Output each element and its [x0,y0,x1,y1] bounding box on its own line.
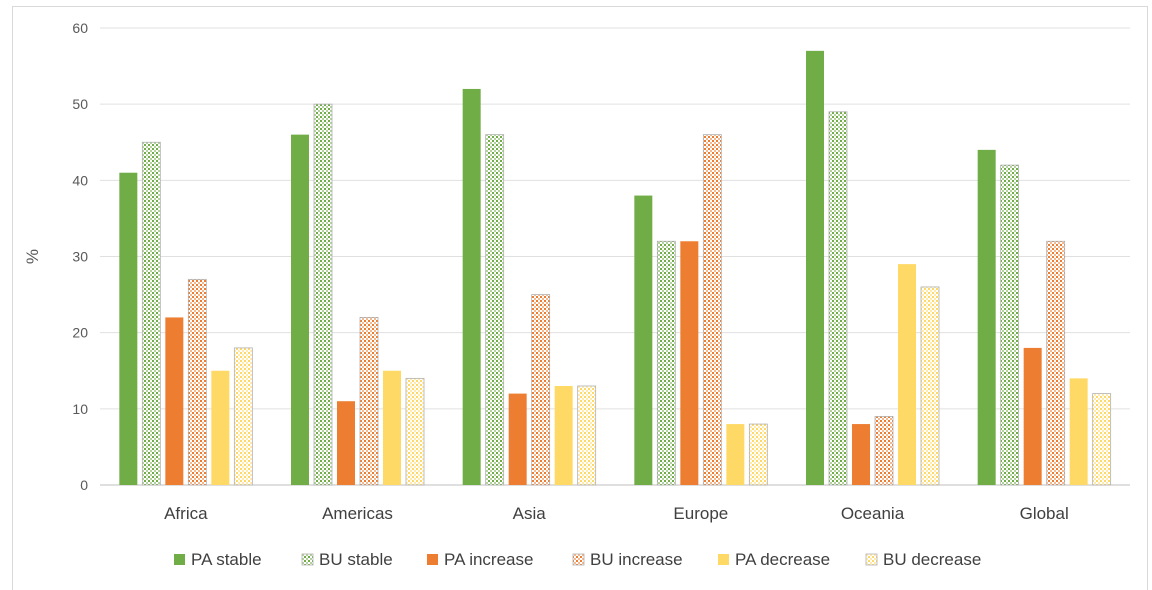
bar-oceania-bu-stable [828,111,848,486]
bar-oceania-bu-increase [874,416,894,486]
bar-americas-bu-stable [313,103,333,486]
y-tick-label: 10 [72,401,88,417]
bar-asia-bu-stable [485,134,505,486]
x-category-label-europe: Europe [673,504,728,523]
legend-swatch-pa-stable [174,554,185,565]
legend-swatch-bu-decrease [865,553,878,566]
legend-swatch-pa-decrease [718,554,729,565]
bar-africa-bu-decrease [233,347,253,486]
legend-label-bu-increase: BU increase [590,550,683,569]
bar-europe-bu-stable [656,240,676,486]
bar-africa-pa-decrease [211,370,230,485]
bar-asia-pa-decrease [554,385,573,485]
bar-oceania-pa-increase [852,424,870,485]
bar-americas-pa-increase [337,401,355,485]
legend-label-pa-stable: PA stable [191,550,262,569]
bar-europe-bu-increase [702,134,722,486]
y-axis-ticks: 0 10 20 30 40 50 60 [72,20,88,493]
bar-africa-bu-stable [141,141,161,486]
bar-asia-pa-increase [508,393,527,485]
bar-oceania-bu-decrease [920,286,940,486]
bar-asia-bu-decrease [577,385,597,486]
chart-frame [12,6,1148,590]
legend-label-pa-increase: PA increase [444,550,533,569]
x-category-label-africa: Africa [164,504,208,523]
bar-africa-pa-stable [119,172,138,485]
bar-global-bu-decrease [1092,393,1112,486]
bar-americas-bu-increase [359,317,379,486]
legend-swatch-bu-increase [572,553,585,566]
bar-global-bu-increase [1046,240,1066,486]
bar-africa-bu-increase [187,278,207,486]
legend-swatch-pa-increase [427,554,438,565]
bar-americas-pa-stable [291,134,309,485]
y-axis-title: % [23,249,42,264]
y-tick-label: 50 [72,96,88,112]
x-category-label-asia: Asia [513,504,547,523]
x-category-label-americas: Americas [322,504,393,523]
bar-global-pa-increase [1023,347,1042,485]
y-tick-label: 40 [72,172,88,188]
bar-europe-pa-increase [680,241,699,485]
x-category-label-oceania: Oceania [841,504,905,523]
legend-label-pa-decrease: PA decrease [735,550,830,569]
bar-europe-bu-decrease [748,423,768,486]
legend: PA stable BU stable PA increase BU increase… [174,550,981,569]
legend-swatch-bu-stable [301,553,314,566]
bar-africa-pa-increase [165,317,184,485]
y-tick-label: 0 [80,477,88,493]
legend-label-bu-stable: BU stable [319,550,393,569]
bar-global-pa-decrease [1069,378,1088,485]
y-tick-label: 30 [72,249,88,265]
bar-americas-pa-decrease [383,370,401,485]
bar-asia-bu-increase [531,294,551,486]
bar-asia-pa-stable [462,88,481,485]
bar-oceania-pa-stable [806,50,824,485]
x-category-label-global: Global [1020,504,1069,523]
y-tick-label: 20 [72,325,88,341]
y-tick-label: 60 [72,20,88,36]
bar-europe-pa-stable [634,195,653,486]
bar-europe-pa-decrease [726,424,745,485]
bar-americas-bu-decrease [405,377,425,486]
x-axis-categories: Africa Americas Asia Europe Oceania Global [164,504,1069,523]
bar-global-bu-stable [1000,164,1020,486]
legend-label-bu-decrease: BU decrease [883,550,981,569]
gridlines [100,27,1130,486]
bar-oceania-pa-decrease [898,264,916,485]
bars [119,50,1112,486]
bar-global-pa-stable [977,149,996,485]
